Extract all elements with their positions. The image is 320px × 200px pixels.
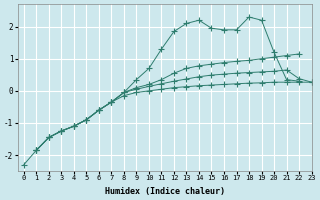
- X-axis label: Humidex (Indice chaleur): Humidex (Indice chaleur): [105, 187, 225, 196]
